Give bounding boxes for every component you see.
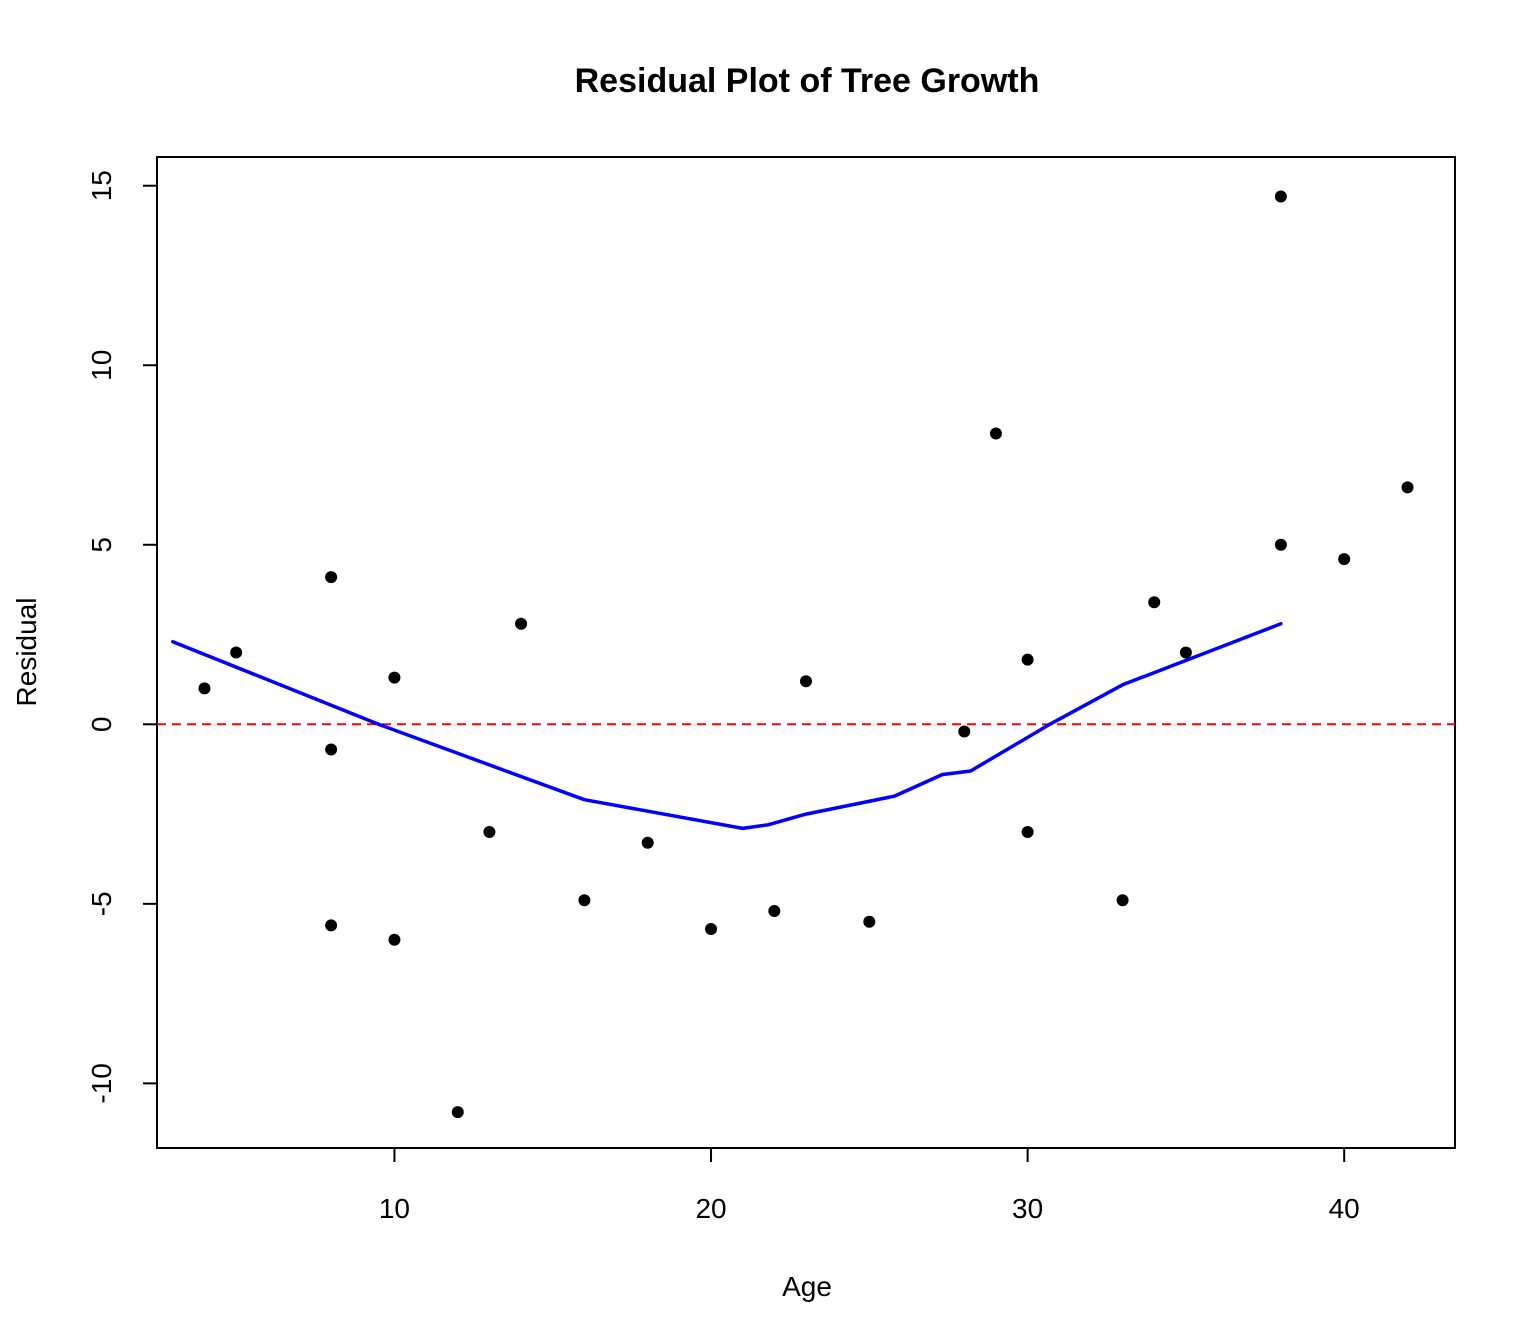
data-point-23 xyxy=(1274,190,1287,203)
data-point-11 xyxy=(641,836,654,849)
data-point-21 xyxy=(1148,596,1161,609)
y-tick-label: -10 xyxy=(86,1063,117,1103)
x-tick-label: 20 xyxy=(695,1193,726,1224)
data-point-14 xyxy=(800,675,812,688)
y-tick-label: -5 xyxy=(86,891,117,916)
data-point-4 xyxy=(325,919,338,932)
data-point-3 xyxy=(325,743,338,756)
plot-area-frame xyxy=(156,156,1456,1149)
data-point-9 xyxy=(515,617,528,630)
data-point-20 xyxy=(1116,894,1129,907)
data-point-24 xyxy=(1274,538,1287,551)
data-point-5 xyxy=(388,671,401,684)
data-point-12 xyxy=(705,922,718,935)
x-tick-label: 30 xyxy=(1012,1193,1043,1224)
data-point-19 xyxy=(1021,826,1034,839)
data-point-6 xyxy=(388,933,401,946)
x-axis: 10 20 30 40 xyxy=(379,1148,1360,1224)
data-point-22 xyxy=(1179,646,1192,659)
x-tick-label: 10 xyxy=(379,1193,410,1224)
chart-title: Residual Plot of Tree Growth xyxy=(575,62,1040,100)
y-axis: -10 -5 0 5 10 15 xyxy=(86,170,157,1104)
data-point-8 xyxy=(483,826,496,839)
data-point-26 xyxy=(1401,481,1414,494)
data-point-18 xyxy=(1021,653,1034,666)
y-axis-label: Residual xyxy=(11,598,42,707)
smooth-trend-line xyxy=(171,622,1283,831)
data-point-7 xyxy=(451,1106,464,1119)
smooth-line-layer xyxy=(171,622,1283,831)
data-point-0 xyxy=(198,682,211,695)
data-point-15 xyxy=(863,915,876,928)
y-tick-label: 5 xyxy=(86,537,117,553)
data-point-1 xyxy=(230,646,243,659)
data-point-10 xyxy=(578,894,591,907)
data-point-13 xyxy=(768,905,781,918)
scatter-points-layer xyxy=(198,190,1414,1119)
y-tick-label: 15 xyxy=(86,170,117,201)
data-point-17 xyxy=(989,427,1002,440)
data-point-16 xyxy=(958,725,971,738)
x-tick-label: 40 xyxy=(1329,1193,1360,1224)
data-point-2 xyxy=(325,571,338,584)
data-point-25 xyxy=(1338,553,1351,566)
x-axis-label: Age xyxy=(782,1271,832,1302)
y-tick-label: 0 xyxy=(86,717,117,733)
y-tick-label: 10 xyxy=(86,350,117,381)
